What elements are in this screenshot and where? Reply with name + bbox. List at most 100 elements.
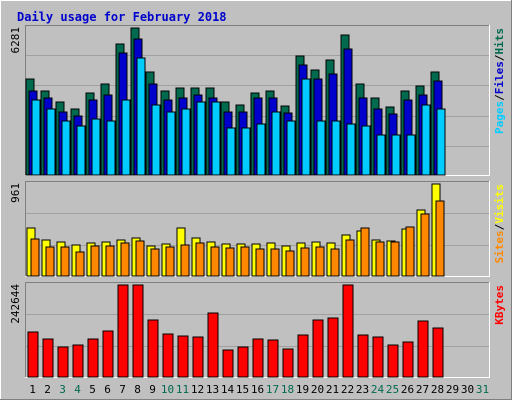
bar-kbytes-day-7 xyxy=(117,284,129,378)
series-sites xyxy=(30,200,445,277)
bar-sites-day-21 xyxy=(330,248,340,277)
bar-sites-day-24 xyxy=(375,241,385,277)
bar-kbytes-day-16 xyxy=(252,338,264,378)
bar-pages-day-24 xyxy=(376,134,386,176)
bar-sites-day-7 xyxy=(120,242,130,277)
x-tick-label-day-10: 10 xyxy=(161,383,174,396)
x-tick-label-day-6: 6 xyxy=(104,383,111,396)
legend-item-sites: Sites xyxy=(493,230,506,263)
bar-pages-day-10 xyxy=(166,111,176,176)
legend: Sites/Visits xyxy=(493,184,506,264)
x-tick-label-day-12: 12 xyxy=(191,383,204,396)
bar-kbytes-day-28 xyxy=(432,327,444,378)
x-tick-label-day-8: 8 xyxy=(134,383,141,396)
bar-kbytes-day-6 xyxy=(102,330,114,378)
x-tick-label-day-31: 31 xyxy=(476,383,489,396)
bar-kbytes-day-25 xyxy=(387,344,399,378)
x-tick-label-day-13: 13 xyxy=(206,383,219,396)
x-tick-label-day-4: 4 xyxy=(74,383,81,396)
x-tick-label-day-29: 29 xyxy=(446,383,459,396)
chart-title: Daily usage for February 2018 xyxy=(17,10,227,24)
panel-visits_sites: 961 Sites/Visits xyxy=(9,181,506,277)
bar-pages-day-3 xyxy=(61,120,71,176)
legend: KBytes xyxy=(493,285,506,325)
bar-pages-day-18 xyxy=(286,120,296,176)
legend-separator: / xyxy=(493,94,506,101)
bar-kbytes-day-24 xyxy=(372,336,384,378)
y-max-label: 6281 xyxy=(9,27,22,54)
x-tick-label-day-27: 27 xyxy=(416,383,429,396)
bar-kbytes-day-19 xyxy=(297,334,309,378)
bar-kbytes-day-3 xyxy=(57,346,69,378)
x-tick-label-day-28: 28 xyxy=(431,383,444,396)
bar-sites-day-9 xyxy=(150,248,160,277)
series-kbytes xyxy=(27,284,444,378)
bar-pages-day-4 xyxy=(76,125,86,176)
legend-item-files: Files xyxy=(493,61,506,94)
bar-pages-day-1 xyxy=(31,99,41,176)
bar-kbytes-day-10 xyxy=(162,333,174,378)
x-tick-label-day-18: 18 xyxy=(281,383,294,396)
legend-separator: / xyxy=(493,223,506,230)
bar-pages-day-13 xyxy=(211,101,221,176)
bar-sites-day-10 xyxy=(165,246,175,277)
bar-kbytes-day-17 xyxy=(267,339,279,378)
x-tick-label-day-23: 23 xyxy=(356,383,369,396)
bar-sites-day-11 xyxy=(180,244,190,277)
legend-item-kbytes: KBytes xyxy=(493,285,506,325)
bar-kbytes-day-18 xyxy=(282,348,294,378)
bar-pages-day-23 xyxy=(361,125,371,176)
bar-kbytes-day-13 xyxy=(207,312,219,378)
x-tick-label-day-30: 30 xyxy=(461,383,474,396)
bar-pages-day-5 xyxy=(91,118,101,176)
y-max-label: 961 xyxy=(9,183,22,203)
bar-pages-day-28 xyxy=(436,108,446,176)
x-axis-labels: 1 2 3 4 5 6 7 8 9 10 11 12 13 14 15 16 17 18 19 20 21 22 23 24 2… xyxy=(29,383,489,396)
bar-sites-day-8 xyxy=(135,240,145,277)
x-tick-label-day-26: 26 xyxy=(401,383,414,396)
bar-pages-day-20 xyxy=(316,120,326,176)
bar-kbytes-day-1 xyxy=(27,331,39,378)
y-max-label: 242644 xyxy=(9,284,22,324)
bar-sites-day-19 xyxy=(300,247,310,277)
bar-sites-day-14 xyxy=(225,247,235,277)
bar-sites-day-1 xyxy=(30,238,40,277)
x-tick-label-day-2: 2 xyxy=(44,383,51,396)
bar-pages-day-7 xyxy=(121,99,131,176)
bar-kbytes-day-22 xyxy=(342,284,354,378)
x-tick-label-day-9: 9 xyxy=(149,383,156,396)
bar-kbytes-day-26 xyxy=(402,341,414,378)
series-pages xyxy=(31,57,446,176)
bar-sites-day-17 xyxy=(270,248,280,277)
chart-panels: 6281Pages/Files/Hits961Sites/Visits24264… xyxy=(9,25,506,378)
bar-sites-day-25 xyxy=(390,241,400,277)
bar-sites-day-20 xyxy=(315,246,325,277)
bar-kbytes-day-15 xyxy=(237,346,249,378)
bar-sites-day-13 xyxy=(210,246,220,277)
legend: Pages/Files/Hits xyxy=(493,28,506,134)
legend-separator: / xyxy=(493,54,506,61)
x-tick-label-day-5: 5 xyxy=(89,383,96,396)
bar-pages-day-12 xyxy=(196,101,206,176)
bar-pages-day-22 xyxy=(346,123,356,176)
bar-sites-day-6 xyxy=(105,245,115,277)
bar-pages-day-11 xyxy=(181,108,191,176)
x-tick-label-day-19: 19 xyxy=(296,383,309,396)
bar-sites-day-16 xyxy=(255,248,265,277)
x-tick-label-day-17: 17 xyxy=(266,383,279,396)
bar-kbytes-day-5 xyxy=(87,338,99,378)
bar-pages-day-17 xyxy=(271,111,281,176)
bar-sites-day-23 xyxy=(360,227,370,277)
x-tick-label-day-11: 11 xyxy=(176,383,189,396)
bar-kbytes-day-23 xyxy=(357,334,369,378)
x-tick-label-day-21: 21 xyxy=(326,383,339,396)
x-tick-label-day-7: 7 xyxy=(119,383,126,396)
bar-pages-day-19 xyxy=(301,78,311,176)
bar-pages-day-27 xyxy=(421,104,431,176)
x-tick-label-day-3: 3 xyxy=(59,383,66,396)
legend-item-hits: Hits xyxy=(493,28,506,55)
bar-sites-day-18 xyxy=(285,250,295,277)
bar-kbytes-day-27 xyxy=(417,320,429,378)
legend-item-visits: Visits xyxy=(493,184,506,224)
